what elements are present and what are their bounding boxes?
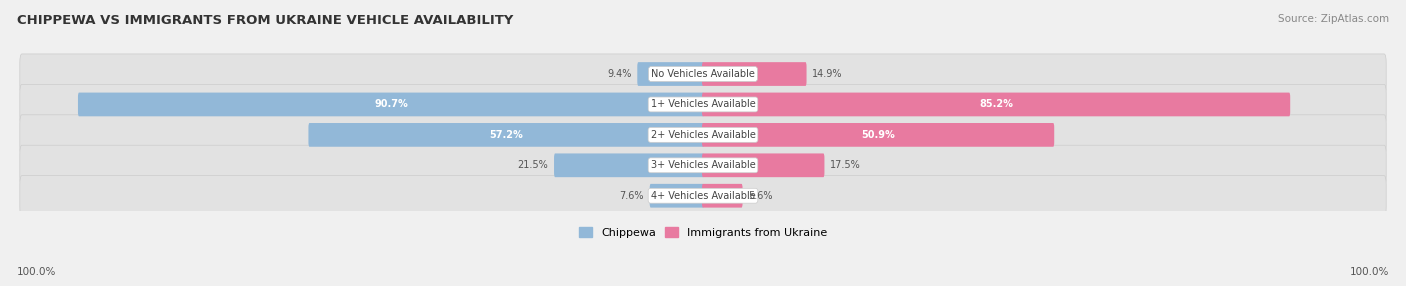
FancyBboxPatch shape — [650, 184, 704, 208]
Text: 100.0%: 100.0% — [17, 267, 56, 277]
Text: 50.9%: 50.9% — [862, 130, 896, 140]
Text: 100.0%: 100.0% — [1350, 267, 1389, 277]
Text: 7.6%: 7.6% — [619, 191, 644, 201]
Text: 57.2%: 57.2% — [489, 130, 523, 140]
FancyBboxPatch shape — [702, 123, 1054, 147]
FancyBboxPatch shape — [20, 54, 1386, 94]
Text: 9.4%: 9.4% — [607, 69, 631, 79]
FancyBboxPatch shape — [702, 93, 1291, 116]
Text: CHIPPEWA VS IMMIGRANTS FROM UKRAINE VEHICLE AVAILABILITY: CHIPPEWA VS IMMIGRANTS FROM UKRAINE VEHI… — [17, 14, 513, 27]
FancyBboxPatch shape — [77, 93, 704, 116]
FancyBboxPatch shape — [702, 184, 742, 208]
Text: 1+ Vehicles Available: 1+ Vehicles Available — [651, 100, 755, 110]
Text: 85.2%: 85.2% — [979, 100, 1014, 110]
FancyBboxPatch shape — [554, 154, 704, 177]
FancyBboxPatch shape — [20, 176, 1386, 216]
Text: 90.7%: 90.7% — [374, 100, 408, 110]
FancyBboxPatch shape — [20, 145, 1386, 185]
Text: No Vehicles Available: No Vehicles Available — [651, 69, 755, 79]
Text: 3+ Vehicles Available: 3+ Vehicles Available — [651, 160, 755, 170]
Text: 14.9%: 14.9% — [813, 69, 842, 79]
Legend: Chippewa, Immigrants from Ukraine: Chippewa, Immigrants from Ukraine — [574, 223, 832, 242]
FancyBboxPatch shape — [308, 123, 704, 147]
FancyBboxPatch shape — [702, 154, 824, 177]
FancyBboxPatch shape — [702, 62, 807, 86]
Text: 5.6%: 5.6% — [748, 191, 773, 201]
FancyBboxPatch shape — [20, 115, 1386, 155]
Text: 4+ Vehicles Available: 4+ Vehicles Available — [651, 191, 755, 201]
Text: 21.5%: 21.5% — [517, 160, 548, 170]
FancyBboxPatch shape — [637, 62, 704, 86]
Text: 2+ Vehicles Available: 2+ Vehicles Available — [651, 130, 755, 140]
Text: Source: ZipAtlas.com: Source: ZipAtlas.com — [1278, 14, 1389, 24]
Text: 17.5%: 17.5% — [831, 160, 860, 170]
FancyBboxPatch shape — [20, 84, 1386, 124]
